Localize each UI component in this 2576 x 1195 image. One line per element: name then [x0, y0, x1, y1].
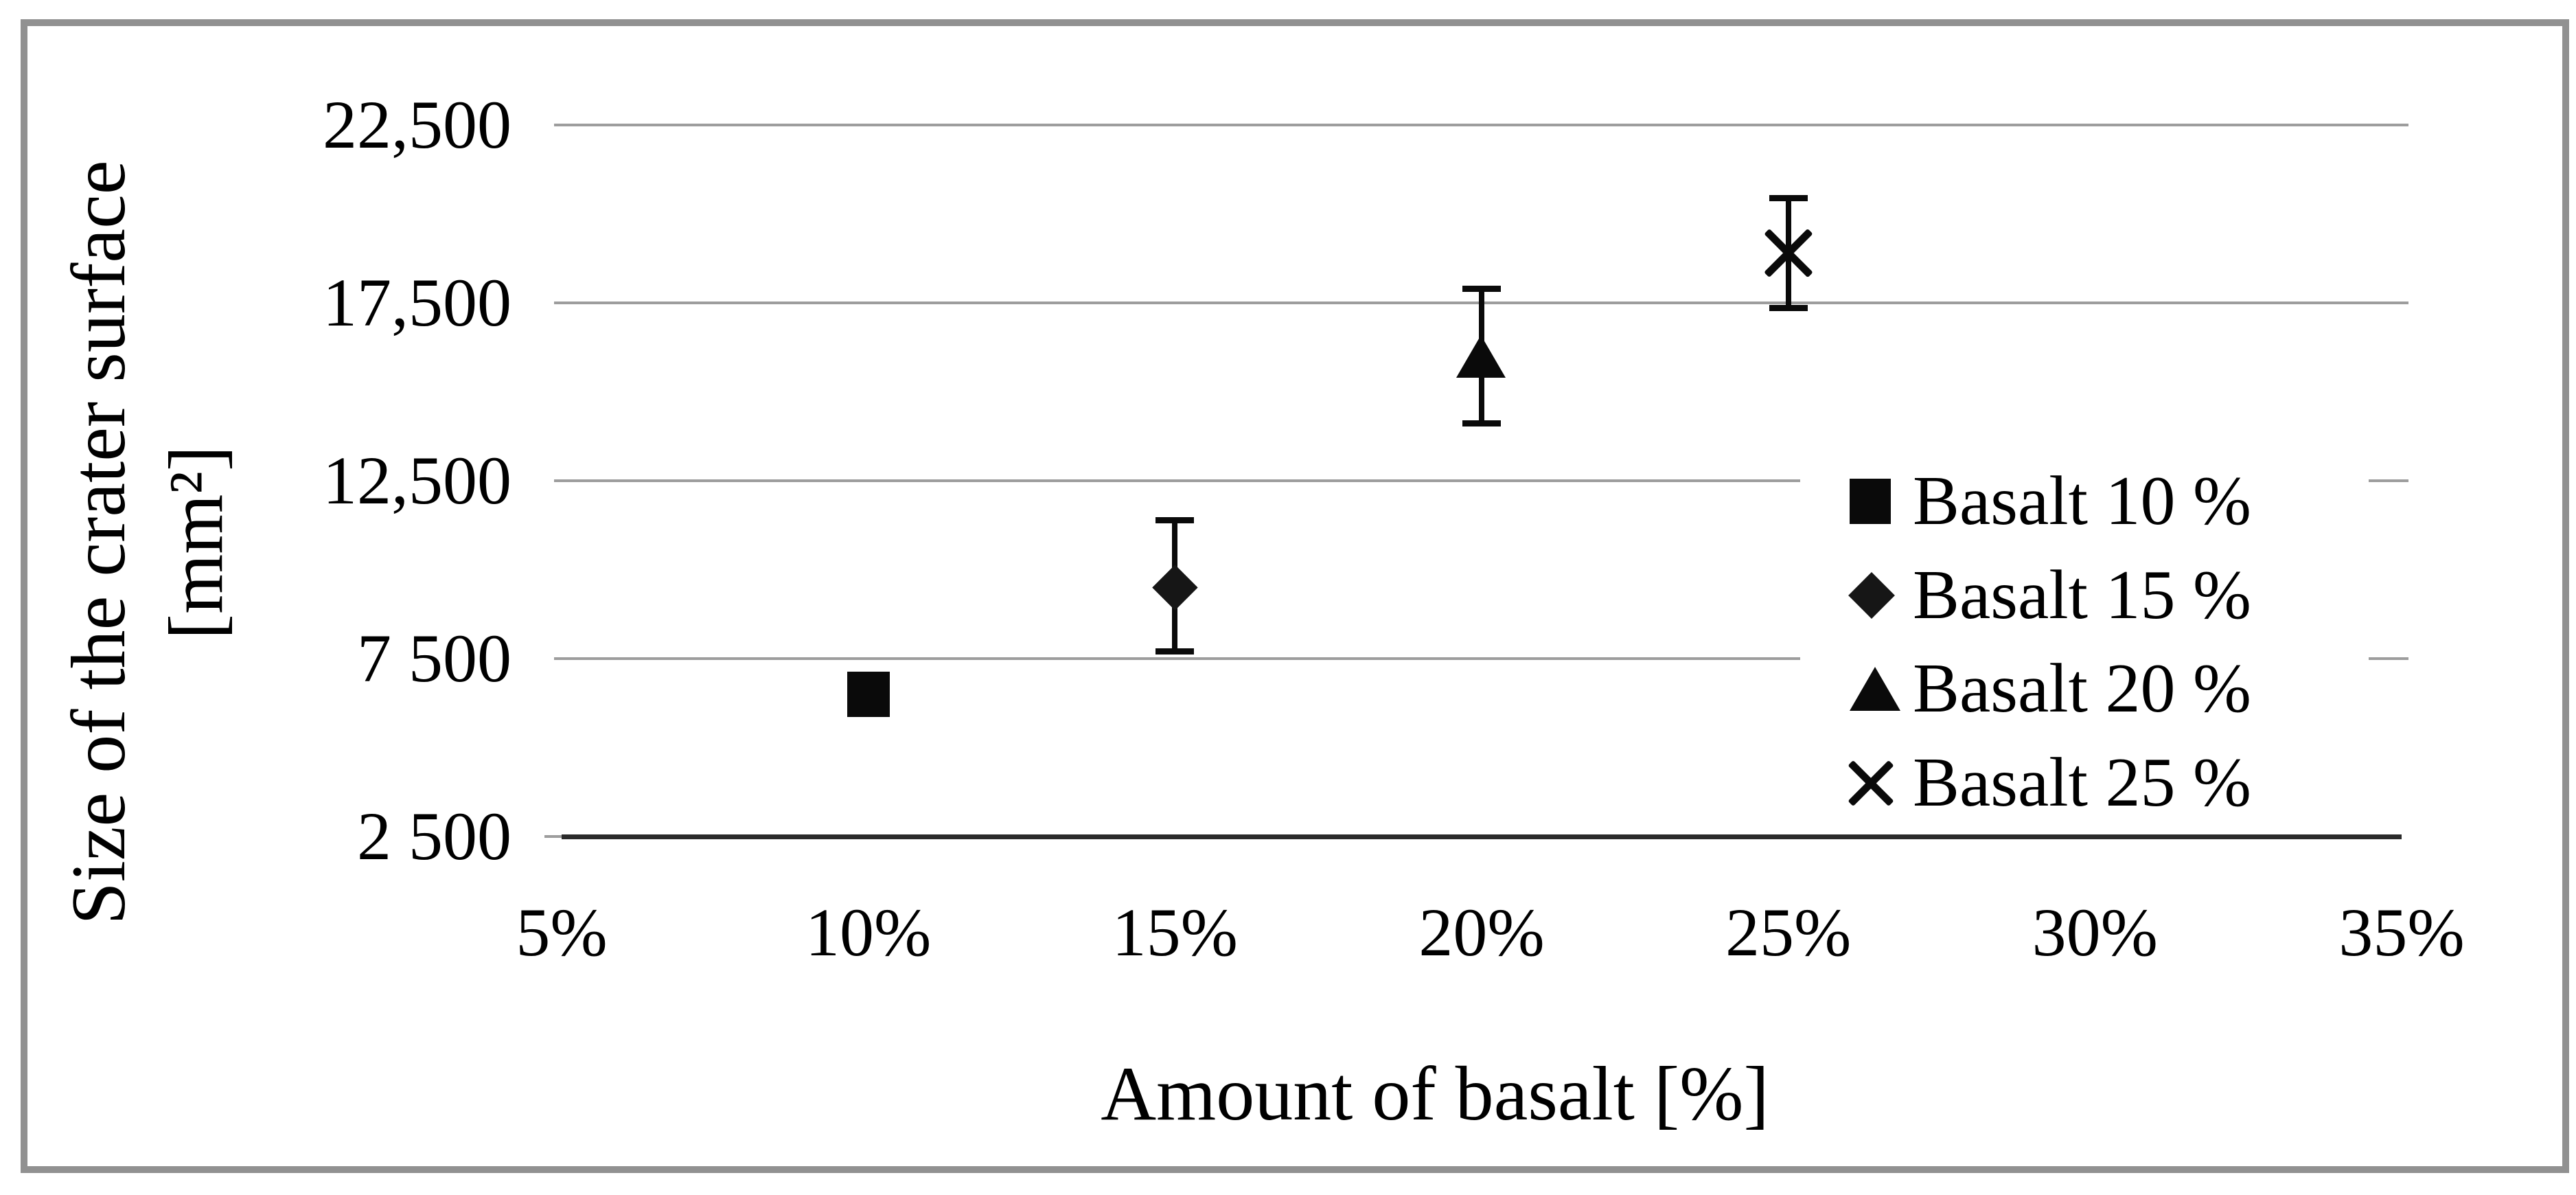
error-bar-top-cap-basalt-25 — [1769, 195, 1808, 202]
legend-label-basalt-20: Basalt 20 % — [1913, 650, 2251, 728]
triangle-icon — [1850, 667, 1900, 712]
square-icon — [1850, 479, 1913, 524]
diamond-icon — [1848, 571, 1895, 619]
y-tick-label-12500: 12,500 — [323, 442, 511, 519]
square-marker-basalt-10 — [847, 671, 890, 717]
y-tick-label-2500: 2 500 — [357, 798, 511, 874]
x-tick-label-10: 10% — [805, 894, 932, 970]
y-tick-mark-2500 — [544, 835, 572, 838]
x-tick-label-20: 20% — [1418, 894, 1545, 970]
triangle-marker-basalt-20 — [1456, 334, 1506, 378]
diamond-icon — [1848, 571, 1913, 619]
x-tick-label-15: 15% — [1112, 894, 1238, 970]
y-tick-label-7500: 7 500 — [357, 620, 511, 696]
legend-item-basalt-10: Basalt 10 % — [1800, 456, 2369, 547]
error-bar-top-cap-basalt-15 — [1155, 516, 1195, 523]
x-icon — [1848, 760, 1894, 807]
y-tick-label-17500: 17,500 — [323, 264, 511, 341]
error-bar-bottom-cap-basalt-20 — [1462, 420, 1501, 427]
y-axis-title: Size of the crater surface [mm²] — [50, 27, 245, 1058]
x-icon — [1848, 760, 1913, 807]
legend-item-basalt-20: Basalt 20 % — [1800, 644, 2369, 734]
legend-label-basalt-15: Basalt 15 % — [1913, 556, 2251, 634]
y-axis-title-line2: [mm²] — [154, 445, 239, 640]
x-axis-line — [562, 834, 2402, 839]
legend-item-basalt-15: Basalt 15 % — [1800, 550, 2369, 641]
x-axis-title: Amount of basalt [%] — [1101, 1051, 1769, 1137]
legend-label-basalt-10: Basalt 10 % — [1913, 462, 2251, 540]
error-bar-top-cap-basalt-20 — [1462, 286, 1501, 293]
error-bar-bottom-cap-basalt-15 — [1155, 648, 1195, 655]
legend: Basalt 10 % Basalt 15 % Basalt 20 % Basalt … — [1800, 456, 2369, 828]
x-tick-label-30: 30% — [2032, 894, 2158, 970]
gridline-y-22500 — [554, 124, 2408, 126]
y-tick-label-22500: 22,500 — [323, 87, 511, 163]
triangle-icon — [1850, 667, 1913, 712]
legend-label-basalt-25: Basalt 25 % — [1913, 743, 2251, 821]
error-bar-bottom-cap-basalt-25 — [1769, 304, 1808, 311]
x-tick-label-35: 35% — [2338, 894, 2465, 970]
gridline-y-7500 — [554, 657, 2408, 660]
square-icon — [1850, 479, 1891, 524]
y-axis-title-line1: Size of the crater surface — [56, 160, 141, 925]
legend-item-basalt-25: Basalt 25 % — [1800, 738, 2369, 828]
gridline-y-12500 — [554, 479, 2408, 482]
x-tick-label-25: 25% — [1725, 894, 1852, 970]
figure-frame — [21, 19, 2569, 1173]
x-tick-label-5: 5% — [516, 894, 608, 970]
x-marker-basalt-25 — [1763, 228, 1813, 278]
